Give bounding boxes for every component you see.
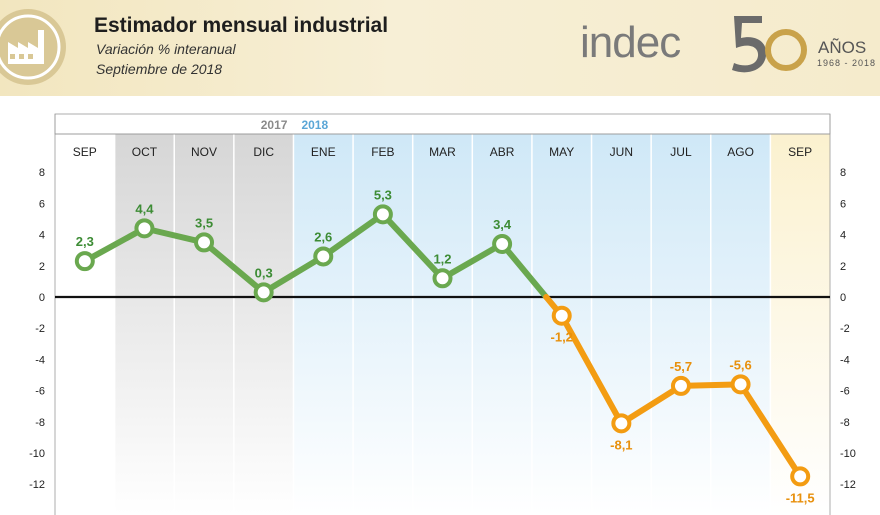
month-label-nov: NOV (191, 145, 217, 159)
data-point (313, 246, 334, 267)
y-tick-left: -2 (35, 323, 45, 335)
header-banner: Estimador mensual industrial Variación %… (0, 0, 880, 96)
series-segment (141, 225, 208, 246)
y-tick-right: 4 (840, 230, 846, 242)
data-label: 2,6 (314, 229, 332, 244)
month-label-ene: ENE (311, 145, 336, 159)
month-label-abr: ABR (490, 145, 515, 159)
data-point (253, 282, 274, 303)
series-segment (558, 312, 625, 427)
series-segment (379, 211, 446, 282)
month-label-oct: OCT (132, 145, 158, 159)
month-label-jul: JUL (670, 145, 692, 159)
year-label-2018: 2018 (301, 118, 328, 132)
data-point (611, 413, 632, 434)
anniversary-word: AÑOS (818, 38, 867, 57)
data-label: 2,3 (76, 234, 94, 249)
data-label: -8,1 (610, 437, 632, 452)
y-tick-right: -2 (840, 323, 850, 335)
series-segment (260, 253, 327, 296)
data-label: -11,5 (786, 490, 815, 505)
y-tick-right: -4 (840, 354, 850, 366)
series-segment (439, 240, 506, 282)
month-label-mar: MAR (429, 145, 456, 159)
y-tick-right: -10 (840, 448, 856, 460)
data-label: 3,4 (493, 217, 512, 232)
year-label-2017: 2017 (261, 118, 288, 132)
line-chart: 2017 2018 SEP OCT NOV DIC ENE FEB MAR ABR MAY JUN JU… (29, 113, 856, 515)
y-tick-left: 6 (39, 198, 45, 210)
y-tick-left: 0 (39, 292, 45, 304)
chart-subtitle: Variación % interanual (96, 41, 236, 57)
year-header-row (54, 113, 831, 135)
y-tick-right: -6 (840, 386, 850, 398)
month-label-sep: SEP (788, 145, 812, 159)
data-point (492, 233, 513, 254)
month-label-sep: SEP (73, 145, 97, 159)
data-point (194, 232, 215, 253)
series-segment (737, 381, 804, 480)
data-point (432, 268, 453, 289)
series-segment (201, 239, 267, 296)
y-tick-right: 2 (840, 261, 846, 273)
y-tick-right: 0 (840, 292, 846, 304)
y-tick-left: 4 (39, 230, 45, 242)
data-label: -5,6 (729, 357, 751, 372)
data-label: 4,4 (135, 201, 154, 216)
y-tick-left: -8 (35, 417, 45, 429)
y-tick-left: -4 (35, 354, 45, 366)
anniversary-50-logo (732, 16, 807, 73)
y-tick-right: 6 (840, 198, 846, 210)
month-label-ago: AGO (727, 145, 754, 159)
month-label-jun: JUN (610, 145, 633, 159)
data-point (790, 466, 811, 487)
month-label-may: MAY (549, 145, 574, 159)
data-point (551, 305, 572, 326)
data-label: 1,2 (433, 251, 451, 266)
series-segment (81, 225, 148, 265)
y-tick-left: -6 (35, 386, 45, 398)
y-tick-right: -12 (840, 479, 856, 491)
band-2017 (114, 134, 294, 515)
y-tick-right: -8 (840, 417, 850, 429)
band-sep (770, 134, 830, 515)
chart-period: Septiembre de 2018 (96, 61, 223, 77)
data-point (74, 251, 95, 272)
chart-title: Estimador mensual industrial (94, 14, 389, 37)
anniversary-years: 1968 - 2018 (817, 58, 877, 68)
series-segment (618, 382, 684, 427)
data-point (670, 375, 691, 396)
month-label-feb: FEB (371, 145, 394, 159)
data-point (730, 374, 751, 395)
factory-icon (0, 9, 66, 85)
y-tick-left: 2 (39, 261, 45, 273)
data-point (134, 218, 155, 239)
series-segment (320, 211, 386, 260)
data-label: -5,7 (670, 359, 692, 374)
indec-logo: indec (580, 18, 681, 67)
y-tick-left: -10 (29, 448, 45, 460)
y-tick-left: 8 (39, 167, 45, 179)
series-segment (499, 240, 550, 300)
month-label-dic: DIC (253, 145, 274, 159)
data-label: 3,5 (195, 215, 213, 230)
y-tick-right: 8 (840, 167, 846, 179)
data-label: 5,3 (374, 187, 392, 202)
y-tick-left: -12 (29, 479, 45, 491)
data-label: 0,3 (255, 265, 273, 280)
data-point (372, 204, 393, 225)
data-label: -1,2 (551, 330, 573, 345)
